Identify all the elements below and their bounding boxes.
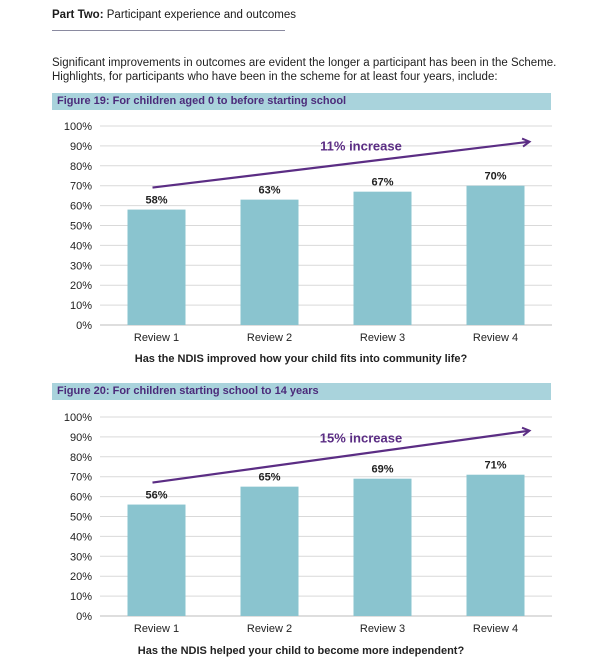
x-tick-label: Review 4: [473, 623, 518, 635]
y-tick-label: 80%: [70, 452, 92, 464]
x-tick-label: Review 4: [473, 332, 518, 344]
y-tick-label: 80%: [70, 161, 92, 173]
y-tick-label: 50%: [70, 512, 92, 524]
y-tick-label: 20%: [70, 571, 92, 583]
x-tick-label: Review 2: [247, 332, 292, 344]
figure-20-title: Figure 20: For children starting school …: [57, 385, 319, 397]
data-label: 71%: [484, 460, 506, 472]
x-tick-label: Review 3: [360, 332, 405, 344]
figure-20-banner: Figure 20: For children starting school …: [52, 383, 551, 400]
increase-annotation: 11% increase: [320, 139, 402, 154]
figure-19-banner: Figure 19: For children aged 0 to before…: [52, 93, 551, 110]
y-tick-label: 90%: [70, 141, 92, 153]
intro-line-2: Highlights, for participants who have be…: [52, 71, 498, 83]
data-label: 69%: [371, 464, 393, 476]
y-tick-label: 40%: [70, 531, 92, 543]
y-tick-label: 30%: [70, 260, 92, 272]
x-tick-label: Review 3: [360, 623, 405, 635]
y-tick-label: 0%: [76, 611, 92, 623]
y-tick-label: 70%: [70, 472, 92, 484]
data-label: 67%: [371, 177, 393, 189]
part-title: Participant experience and outcomes: [106, 9, 296, 21]
section-header: Part Two: Participant experience and out…: [52, 9, 296, 21]
y-tick-label: 60%: [70, 492, 92, 504]
increase-annotation: 15% increase: [320, 431, 402, 446]
y-tick-label: 60%: [70, 201, 92, 213]
figure-19-chart: 0% 10% 20% 30% 40% 50% 60% 70% 80% 90% 100% 58% Revi…: [64, 121, 552, 344]
y-tick-label: 40%: [70, 240, 92, 252]
x-tick-label: Review 1: [134, 332, 179, 344]
data-label: 63%: [258, 185, 280, 197]
figure-19-question: Has the NDIS improved how your child fit…: [134, 353, 468, 365]
data-label: 65%: [258, 472, 280, 484]
y-tick-label: 100%: [64, 412, 92, 424]
trend-arrow: [152, 431, 530, 484]
data-label: 56%: [145, 490, 167, 502]
data-label: 70%: [484, 171, 506, 183]
y-tick-label: 20%: [70, 280, 92, 292]
trend-arrow: [152, 142, 530, 189]
y-tick-label: 0%: [76, 320, 92, 332]
bar: [466, 474, 525, 616]
x-tick-label: Review 2: [247, 623, 292, 635]
part-label: Part Two:: [52, 9, 104, 21]
bar: [127, 504, 186, 616]
figure-19-title: Figure 19: For children aged 0 to before…: [57, 95, 347, 107]
bar: [240, 486, 299, 616]
header-divider: [52, 30, 285, 31]
y-tick-label: 30%: [70, 551, 92, 563]
bar: [353, 478, 412, 616]
figure-20-chart: 0% 10% 20% 30% 40% 50% 60% 70% 80% 90% 100% 56% Revi…: [64, 412, 552, 635]
y-tick-label: 90%: [70, 432, 92, 444]
bar: [466, 185, 525, 325]
y-tick-label: 50%: [70, 221, 92, 233]
y-tick-label: 70%: [70, 181, 92, 193]
intro-line-1: Significant improvements in outcomes are…: [52, 57, 557, 69]
y-tick-label: 10%: [70, 300, 92, 312]
y-tick-label: 100%: [64, 121, 92, 133]
bar: [353, 191, 412, 325]
x-tick-label: Review 1: [134, 623, 179, 635]
y-tick-label: 10%: [70, 591, 92, 603]
data-label: 58%: [145, 195, 167, 207]
intro-paragraph: Significant improvements in outcomes are…: [52, 56, 562, 84]
bar: [127, 209, 186, 325]
figure-20-question: Has the NDIS helped your child to become…: [137, 645, 465, 657]
bar: [240, 199, 299, 325]
